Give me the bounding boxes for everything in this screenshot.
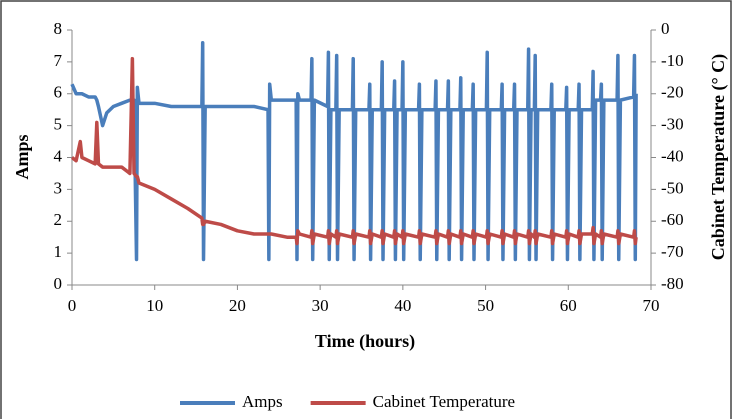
y2-tick-label: -60 [661, 210, 684, 229]
y-tick-label: 2 [54, 210, 63, 229]
x-tick-label: 10 [146, 296, 163, 315]
y-axis-title: Amps [12, 134, 32, 179]
x-tick-label: 40 [394, 296, 411, 315]
series-line [70, 56, 638, 246]
y-tick-label: 5 [54, 115, 63, 134]
x-tick-label: 60 [560, 296, 577, 315]
y2-tick-label: -50 [661, 178, 684, 197]
x-tick-label: 70 [643, 296, 660, 315]
y-tick-label: 4 [54, 146, 63, 165]
y-tick-label: 0 [54, 274, 63, 293]
y2-tick-label: -40 [661, 146, 684, 165]
y-tick-label: 6 [54, 83, 63, 102]
x-tick-label: 30 [312, 296, 329, 315]
y2-tick-label: -10 [661, 51, 684, 70]
series-line [70, 41, 638, 262]
y2-tick-label: -30 [661, 115, 684, 134]
y-tick-label: 1 [54, 242, 63, 261]
x-axis-title: Time (hours) [315, 331, 415, 352]
legend-label: Amps [242, 392, 283, 411]
x-tick-label: 0 [68, 296, 77, 315]
y-tick-label: 3 [54, 178, 63, 197]
y2-axis-title: Cabinet Temperature (° C) [708, 54, 729, 260]
y-tick-label: 8 [54, 19, 63, 38]
x-tick-label: 20 [229, 296, 246, 315]
y2-tick-label: -20 [661, 83, 684, 102]
y2-tick-label: -80 [661, 274, 684, 293]
legend-label: Cabinet Temperature [373, 392, 515, 411]
x-tick-label: 50 [477, 296, 494, 315]
y2-tick-label: -70 [661, 242, 684, 261]
y-tick-label: 7 [54, 51, 63, 70]
y2-tick-label: 0 [661, 19, 670, 38]
